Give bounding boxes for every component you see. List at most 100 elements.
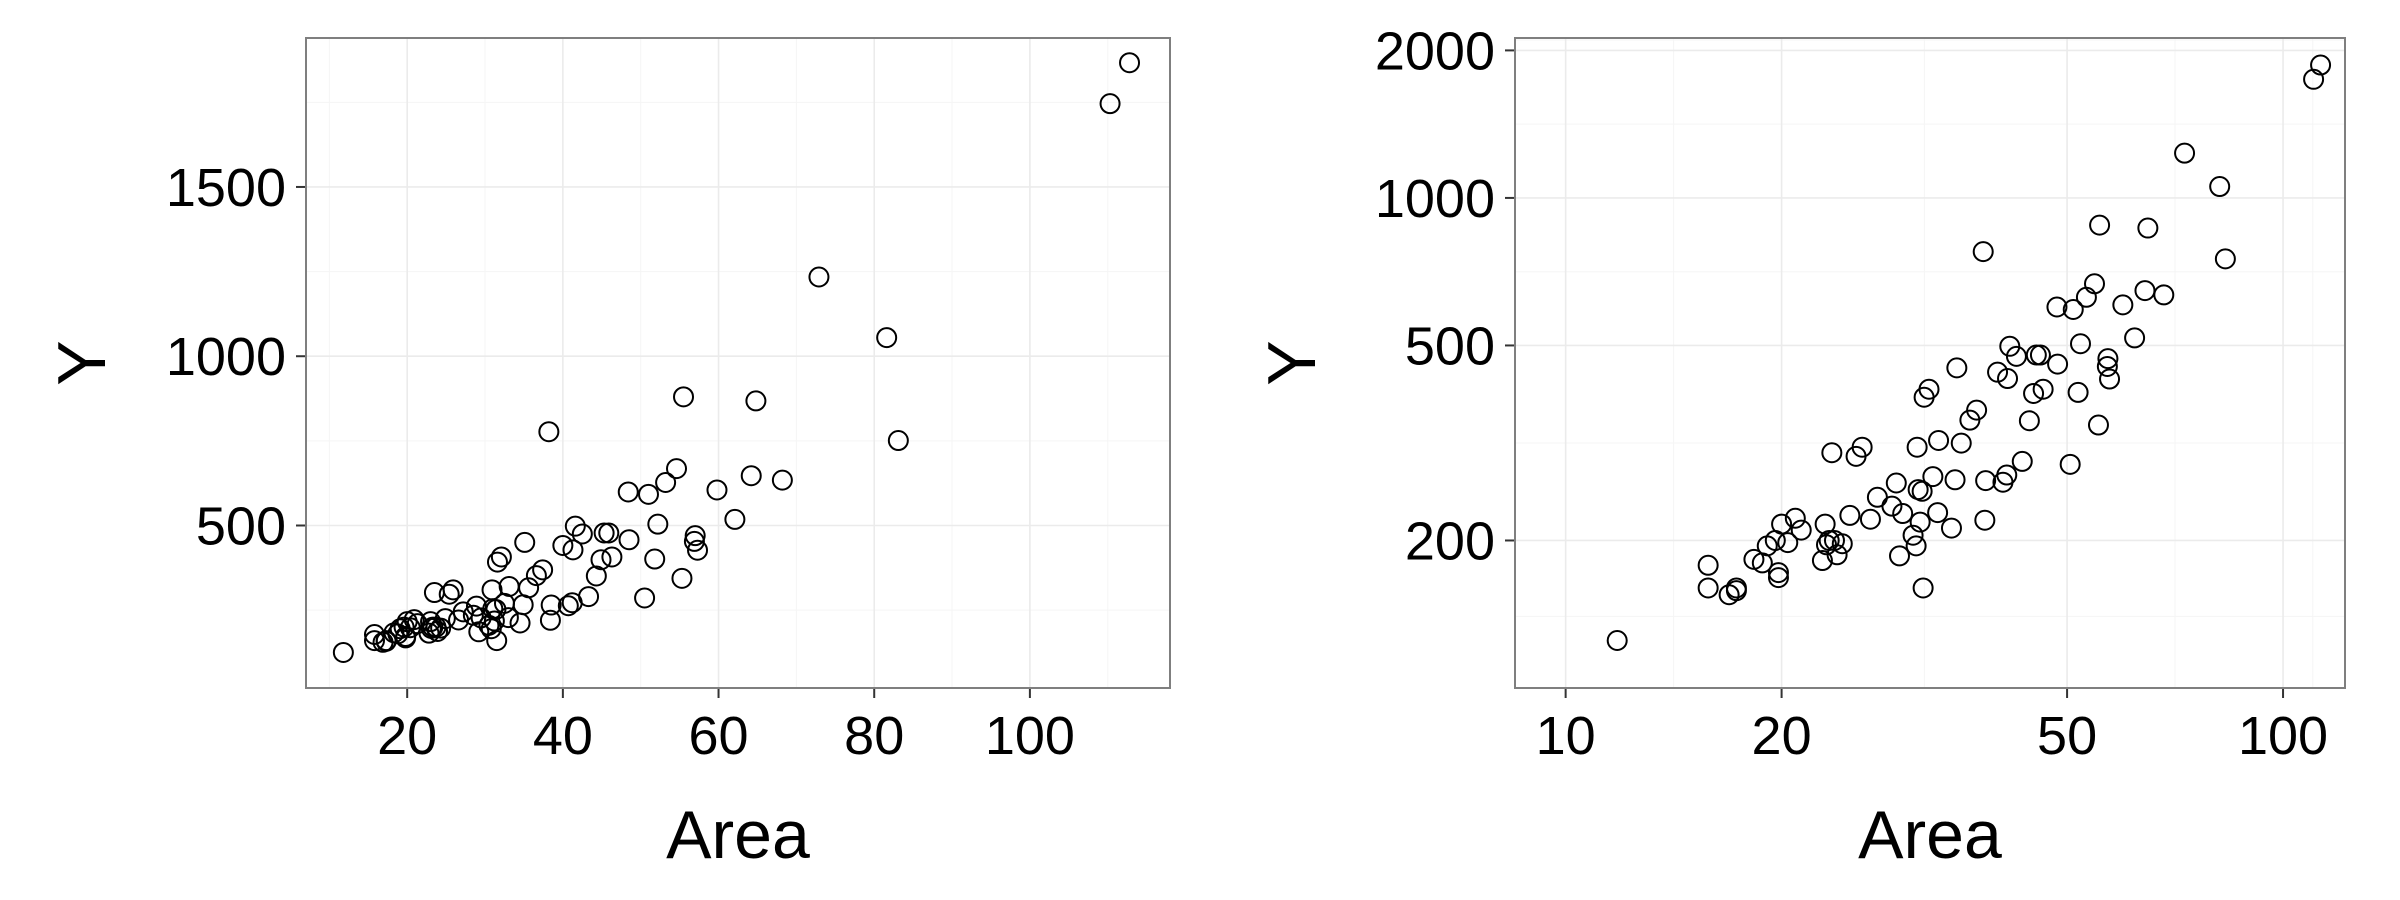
data-point bbox=[1996, 464, 2018, 486]
y-tick-label: 500 bbox=[196, 497, 286, 557]
data-point bbox=[808, 266, 830, 288]
data-point bbox=[671, 567, 693, 589]
left-panel-linear: 20 40 60 80 100 500 1000 1500 Area Y bbox=[44, 37, 1171, 873]
data-point bbox=[644, 548, 666, 570]
data-point bbox=[1839, 504, 1861, 526]
data-point bbox=[564, 515, 586, 537]
data-point bbox=[1790, 519, 1812, 541]
data-point bbox=[1767, 567, 1789, 589]
data-point bbox=[2153, 284, 2175, 306]
plot-border bbox=[305, 37, 1171, 689]
data-point bbox=[1697, 577, 1719, 599]
data-point bbox=[2084, 273, 2106, 295]
y-tick-label: 2000 bbox=[1375, 21, 1495, 81]
x-tick-label: 20 bbox=[377, 706, 437, 766]
data-point bbox=[434, 608, 456, 630]
x-tick-label: 40 bbox=[533, 706, 593, 766]
x-tick-label: 100 bbox=[985, 706, 1075, 766]
data-point bbox=[1784, 507, 1806, 529]
data-point bbox=[2096, 355, 2118, 377]
data-point bbox=[2209, 176, 2231, 198]
data-point bbox=[1119, 52, 1141, 74]
data-point bbox=[1918, 378, 1940, 400]
y-tick-label: 1000 bbox=[1375, 169, 1495, 229]
data-point bbox=[1821, 442, 1843, 464]
data-point bbox=[571, 523, 593, 545]
plot-area bbox=[1515, 38, 2345, 688]
data-point bbox=[1927, 502, 1949, 524]
data-point bbox=[2023, 382, 2045, 404]
data-point bbox=[1777, 532, 1799, 554]
data-point bbox=[684, 525, 706, 547]
data-point bbox=[1902, 524, 1924, 546]
data-point bbox=[601, 546, 623, 568]
data-point bbox=[1966, 399, 1988, 421]
data-point bbox=[2087, 414, 2109, 436]
data-point bbox=[1606, 630, 1628, 652]
x-tick-label: 20 bbox=[1752, 706, 1812, 766]
data-point bbox=[1928, 429, 1950, 451]
x-tick-label: 80 bbox=[844, 706, 904, 766]
data-point bbox=[634, 587, 656, 609]
data-point bbox=[2062, 299, 2084, 321]
data-point bbox=[1814, 513, 1836, 535]
data-point bbox=[532, 559, 554, 581]
data-point bbox=[430, 617, 452, 639]
data-point bbox=[514, 531, 536, 553]
data-point bbox=[1881, 495, 1903, 517]
data-point bbox=[332, 641, 354, 663]
data-point bbox=[666, 458, 688, 480]
x-axis-title: Area bbox=[666, 797, 810, 873]
data-point bbox=[687, 539, 709, 561]
data-point bbox=[2067, 381, 2089, 403]
data-point bbox=[490, 546, 512, 568]
data-point bbox=[1767, 562, 1789, 584]
data-point bbox=[745, 390, 767, 412]
data-point bbox=[1972, 241, 1994, 263]
data-point bbox=[2047, 353, 2069, 375]
data-point bbox=[2097, 348, 2119, 370]
data-point bbox=[363, 630, 385, 652]
data-point bbox=[617, 481, 639, 503]
data-point bbox=[2018, 410, 2040, 432]
data-point bbox=[2046, 296, 2068, 318]
data-point bbox=[1905, 535, 1927, 557]
data-point bbox=[539, 609, 561, 631]
data-point bbox=[497, 607, 519, 629]
data-point bbox=[1909, 511, 1931, 533]
data-point bbox=[2099, 368, 2121, 390]
data-point bbox=[1889, 545, 1911, 567]
data-point bbox=[1940, 517, 1962, 539]
data-point bbox=[887, 430, 909, 452]
data-point bbox=[578, 586, 600, 608]
data-point bbox=[2011, 450, 2033, 472]
data-point bbox=[1946, 357, 1968, 379]
data-point bbox=[585, 565, 607, 587]
data-point bbox=[1771, 513, 1793, 535]
data-point bbox=[540, 594, 562, 616]
data-point bbox=[486, 551, 508, 573]
data-point bbox=[673, 386, 695, 408]
data-point bbox=[1944, 469, 1966, 491]
data-point bbox=[2124, 327, 2146, 349]
data-point bbox=[1885, 472, 1907, 494]
plot-border bbox=[1514, 37, 2346, 689]
data-point bbox=[1906, 436, 1928, 458]
x-tick-label: 100 bbox=[2238, 706, 2328, 766]
data-point bbox=[598, 522, 620, 544]
y-axis-title: Y bbox=[44, 340, 120, 385]
plot-area bbox=[306, 38, 1170, 688]
data-point bbox=[1859, 508, 1881, 530]
y-tick-label: 1500 bbox=[166, 158, 286, 218]
data-point bbox=[1831, 533, 1853, 555]
data-point bbox=[442, 579, 464, 601]
data-point bbox=[647, 513, 669, 535]
y-axis-title: Y bbox=[1254, 340, 1330, 385]
data-point bbox=[618, 529, 640, 551]
data-point bbox=[1892, 503, 1914, 525]
data-point bbox=[525, 565, 547, 587]
data-point bbox=[518, 577, 540, 599]
data-point bbox=[2069, 333, 2091, 355]
data-point bbox=[1099, 93, 1121, 115]
